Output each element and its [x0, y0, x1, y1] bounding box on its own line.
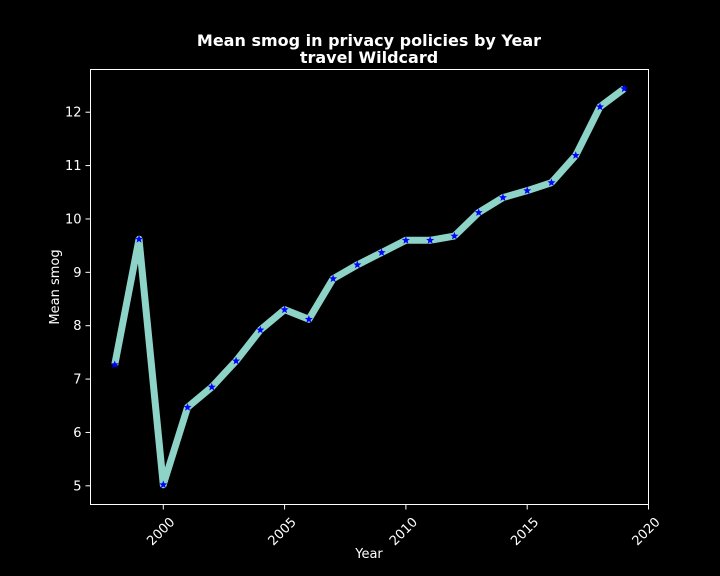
- data-point: [474, 208, 483, 216]
- data-point: [547, 178, 556, 187]
- y-tick-label: 9: [73, 266, 81, 281]
- y-tick-label: 10: [65, 212, 82, 227]
- chart-title-line-1: Mean smog in privacy policies by Year: [197, 31, 541, 50]
- y-tick-label: 6: [73, 426, 81, 441]
- data-point: [498, 193, 507, 201]
- series-line: [111, 85, 627, 489]
- plot-frame: [90, 69, 649, 505]
- y-tick-label: 8: [73, 319, 81, 334]
- data-point: [110, 360, 119, 369]
- plot-area: [110, 84, 629, 489]
- data-point: [571, 151, 580, 159]
- data-point: [377, 248, 386, 256]
- data-point: [450, 231, 459, 240]
- y-tick-label: 7: [73, 373, 81, 388]
- y-tick-label: 5: [73, 479, 81, 494]
- data-point: [595, 102, 604, 111]
- data-point: [280, 305, 289, 314]
- data-point: [183, 403, 192, 411]
- y-tick-label: 12: [65, 106, 82, 121]
- chart-title-line-2: travel Wildcard: [300, 48, 438, 67]
- y-axis-label: Mean smog: [48, 249, 63, 324]
- data-point: [426, 236, 435, 244]
- data-point: [232, 356, 241, 365]
- data-point: [304, 315, 313, 323]
- data-point: [207, 382, 216, 391]
- data-point: [523, 186, 532, 195]
- data-point: [401, 236, 410, 244]
- x-axis-label: Year: [354, 547, 383, 562]
- data-point: [353, 260, 362, 269]
- data-point: [159, 480, 168, 489]
- data-point: [329, 274, 338, 283]
- data-point: [256, 325, 265, 334]
- y-tick-label: 11: [65, 159, 82, 174]
- data-point: [620, 84, 629, 93]
- data-point: [135, 235, 144, 243]
